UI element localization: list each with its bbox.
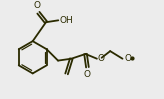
Text: O: O [98,54,105,63]
Text: O: O [84,70,91,79]
Text: OH: OH [59,16,73,25]
Text: O: O [124,54,131,63]
Text: O: O [34,1,41,10]
